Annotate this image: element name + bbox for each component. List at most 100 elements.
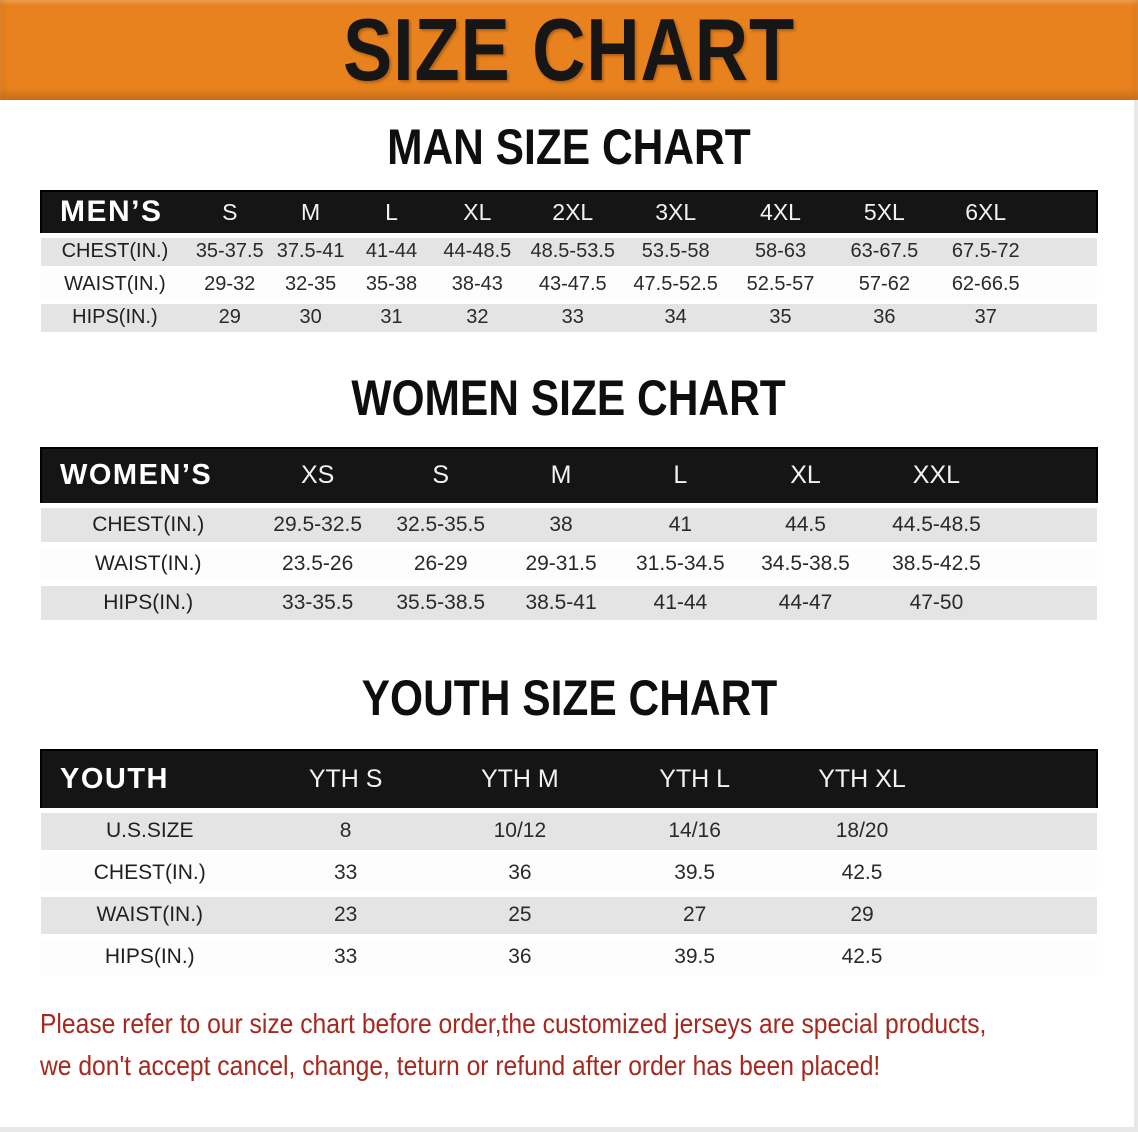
row-label: WAIST(IN.) — [41, 894, 259, 936]
size-value-cell: 10/12 — [432, 810, 607, 852]
filler-cell — [1035, 190, 1099, 238]
filler-cell — [1001, 505, 1097, 545]
size-value-cell: 42.5 — [782, 936, 942, 978]
size-value-cell: 36 — [832, 301, 936, 334]
youth-size-column-header: YTH M — [432, 749, 607, 813]
size-value-cell: 32 — [432, 301, 523, 334]
size-value-cell: 53.5-58 — [623, 235, 729, 268]
size-value-cell: 29-31.5 — [501, 544, 621, 584]
men-table-row: HIPS(IN.) 29 30 31 32 33 34 35 36 37 — [41, 301, 1097, 334]
youth-size-column-header: YTH XL — [782, 749, 942, 813]
size-value-cell: 43-47.5 — [522, 268, 624, 301]
disclaimer: Please refer to our size chart before or… — [0, 981, 1138, 1087]
banner-title: SIZE CHART — [343, 0, 795, 99]
filler-cell — [941, 852, 1097, 894]
men-table-row: CHEST(IN.) 35-37.5 37.5-41 41-44 44-48.5 48.5… — [41, 235, 1097, 268]
men-size-column-header: M — [270, 190, 351, 238]
youth-table-header-row: YOUTH YTH S YTH M YTH L YTH XL — [40, 749, 1099, 813]
men-size-column-header: S — [188, 190, 271, 238]
size-value-cell: 41-44 — [350, 235, 433, 268]
filler-cell — [941, 894, 1097, 936]
filler-cell — [1035, 268, 1097, 301]
size-value-cell: 62-66.5 — [935, 268, 1036, 301]
filler-cell — [1035, 235, 1097, 268]
size-value-cell: 36 — [432, 936, 607, 978]
size-value-cell: 38 — [501, 505, 621, 545]
size-value-cell: 33 — [522, 301, 624, 334]
size-value-cell: 33 — [258, 936, 433, 978]
row-label: HIPS(IN.) — [41, 936, 259, 978]
youth-size-column-header: YTH L — [607, 749, 783, 813]
youth-table-row: CHEST(IN.) 33 36 39.5 42.5 — [41, 852, 1097, 894]
size-value-cell: 39.5 — [607, 936, 783, 978]
size-value-cell: 33 — [258, 852, 433, 894]
women-section-title-text: WOMEN SIZE CHART — [351, 369, 787, 426]
size-value-cell: 18/20 — [782, 810, 942, 852]
disclaimer-line-2: we don't accept cancel, change, teturn o… — [40, 1049, 881, 1081]
size-value-cell: 29.5-32.5 — [255, 505, 380, 545]
size-value-cell: 63-67.5 — [832, 235, 936, 268]
size-value-cell: 35 — [728, 301, 833, 334]
size-value-cell: 44-48.5 — [432, 235, 523, 268]
men-size-column-header: 5XL — [832, 190, 936, 238]
size-value-cell: 29 — [188, 301, 271, 334]
size-value-cell: 47-50 — [870, 583, 1002, 623]
size-value-cell: 30 — [270, 301, 351, 334]
size-value-cell: 32-35 — [270, 268, 351, 301]
men-section-title-text: MAN SIZE CHART — [387, 119, 751, 175]
size-value-cell: 31 — [350, 301, 433, 334]
size-value-cell: 31.5-34.5 — [620, 544, 741, 584]
size-value-cell: 44.5 — [740, 505, 871, 545]
disclaimer-line-1: Please refer to our size chart before or… — [40, 1007, 987, 1039]
row-label: CHEST(IN.) — [41, 852, 259, 894]
size-value-cell: 36 — [432, 852, 607, 894]
youth-table-row: HIPS(IN.) 33 36 39.5 42.5 — [41, 936, 1097, 978]
size-value-cell: 67.5-72 — [935, 235, 1036, 268]
men-size-column-header: 6XL — [935, 190, 1036, 238]
youth-size-table: YOUTH YTH S YTH M YTH L YTH XL U.S.SIZE 8 10/12… — [40, 749, 1099, 981]
size-chart-banner: SIZE CHART — [0, 0, 1138, 100]
row-label: HIPS(IN.) — [41, 583, 256, 623]
row-label: WAIST(IN.) — [41, 544, 256, 584]
size-value-cell: 38.5-41 — [501, 583, 621, 623]
filler-cell — [1001, 544, 1097, 584]
row-label: HIPS(IN.) — [41, 301, 189, 334]
size-value-cell: 44.5-48.5 — [870, 505, 1002, 545]
men-size-table: MEN’S S M L XL 2XL 3XL 4XL 5XL 6XL CHEST(IN.) 35-37… — [40, 190, 1099, 337]
women-size-column-header: L — [620, 446, 741, 508]
youth-section: YOUTH SIZE CHART YOUTH YTH S YTH M YTH L YTH… — [0, 673, 1138, 981]
youth-section-title-text: YOUTH SIZE CHART — [361, 670, 777, 726]
size-value-cell: 42.5 — [782, 852, 942, 894]
women-size-table: WOMEN’S XS S M L XL XXL CHEST(IN.) 29.5-32.5 32.5… — [39, 446, 1099, 626]
women-section: WOMEN SIZE CHART WOMEN’S XS S M L XL XXL CHEST(… — [0, 373, 1138, 626]
size-value-cell: 57-62 — [832, 268, 936, 301]
filler-cell — [1035, 301, 1097, 334]
men-size-column-header: 2XL — [522, 190, 624, 238]
row-label: U.S.SIZE — [41, 810, 259, 852]
filler-cell — [941, 810, 1097, 852]
women-table-row: HIPS(IN.) 33-35.5 35.5-38.5 38.5-41 41-44 44-… — [41, 583, 1097, 623]
size-value-cell: 32.5-35.5 — [379, 505, 502, 545]
size-value-cell: 35-38 — [350, 268, 433, 301]
size-value-cell: 37 — [935, 301, 1036, 334]
size-value-cell: 37.5-41 — [270, 235, 351, 268]
women-size-column-header: XS — [255, 446, 380, 508]
size-value-cell: 8 — [258, 810, 433, 852]
size-value-cell: 29-32 — [188, 268, 271, 301]
size-value-cell: 33-35.5 — [255, 583, 380, 623]
size-value-cell: 27 — [607, 894, 783, 936]
size-value-cell: 38-43 — [432, 268, 523, 301]
women-size-column-header: S — [379, 446, 502, 508]
size-value-cell: 47.5-52.5 — [623, 268, 729, 301]
men-size-column-header: XL — [432, 190, 523, 238]
filler-cell — [1001, 446, 1099, 508]
row-label: WAIST(IN.) — [41, 268, 189, 301]
youth-table-label: YOUTH — [40, 749, 259, 813]
size-value-cell: 58-63 — [728, 235, 833, 268]
men-size-column-header: L — [350, 190, 433, 238]
youth-section-title: YOUTH SIZE CHART — [0, 673, 1138, 723]
size-value-cell: 25 — [432, 894, 607, 936]
size-value-cell: 41 — [620, 505, 741, 545]
youth-size-column-header: YTH S — [258, 749, 433, 813]
size-value-cell: 35-37.5 — [188, 235, 271, 268]
